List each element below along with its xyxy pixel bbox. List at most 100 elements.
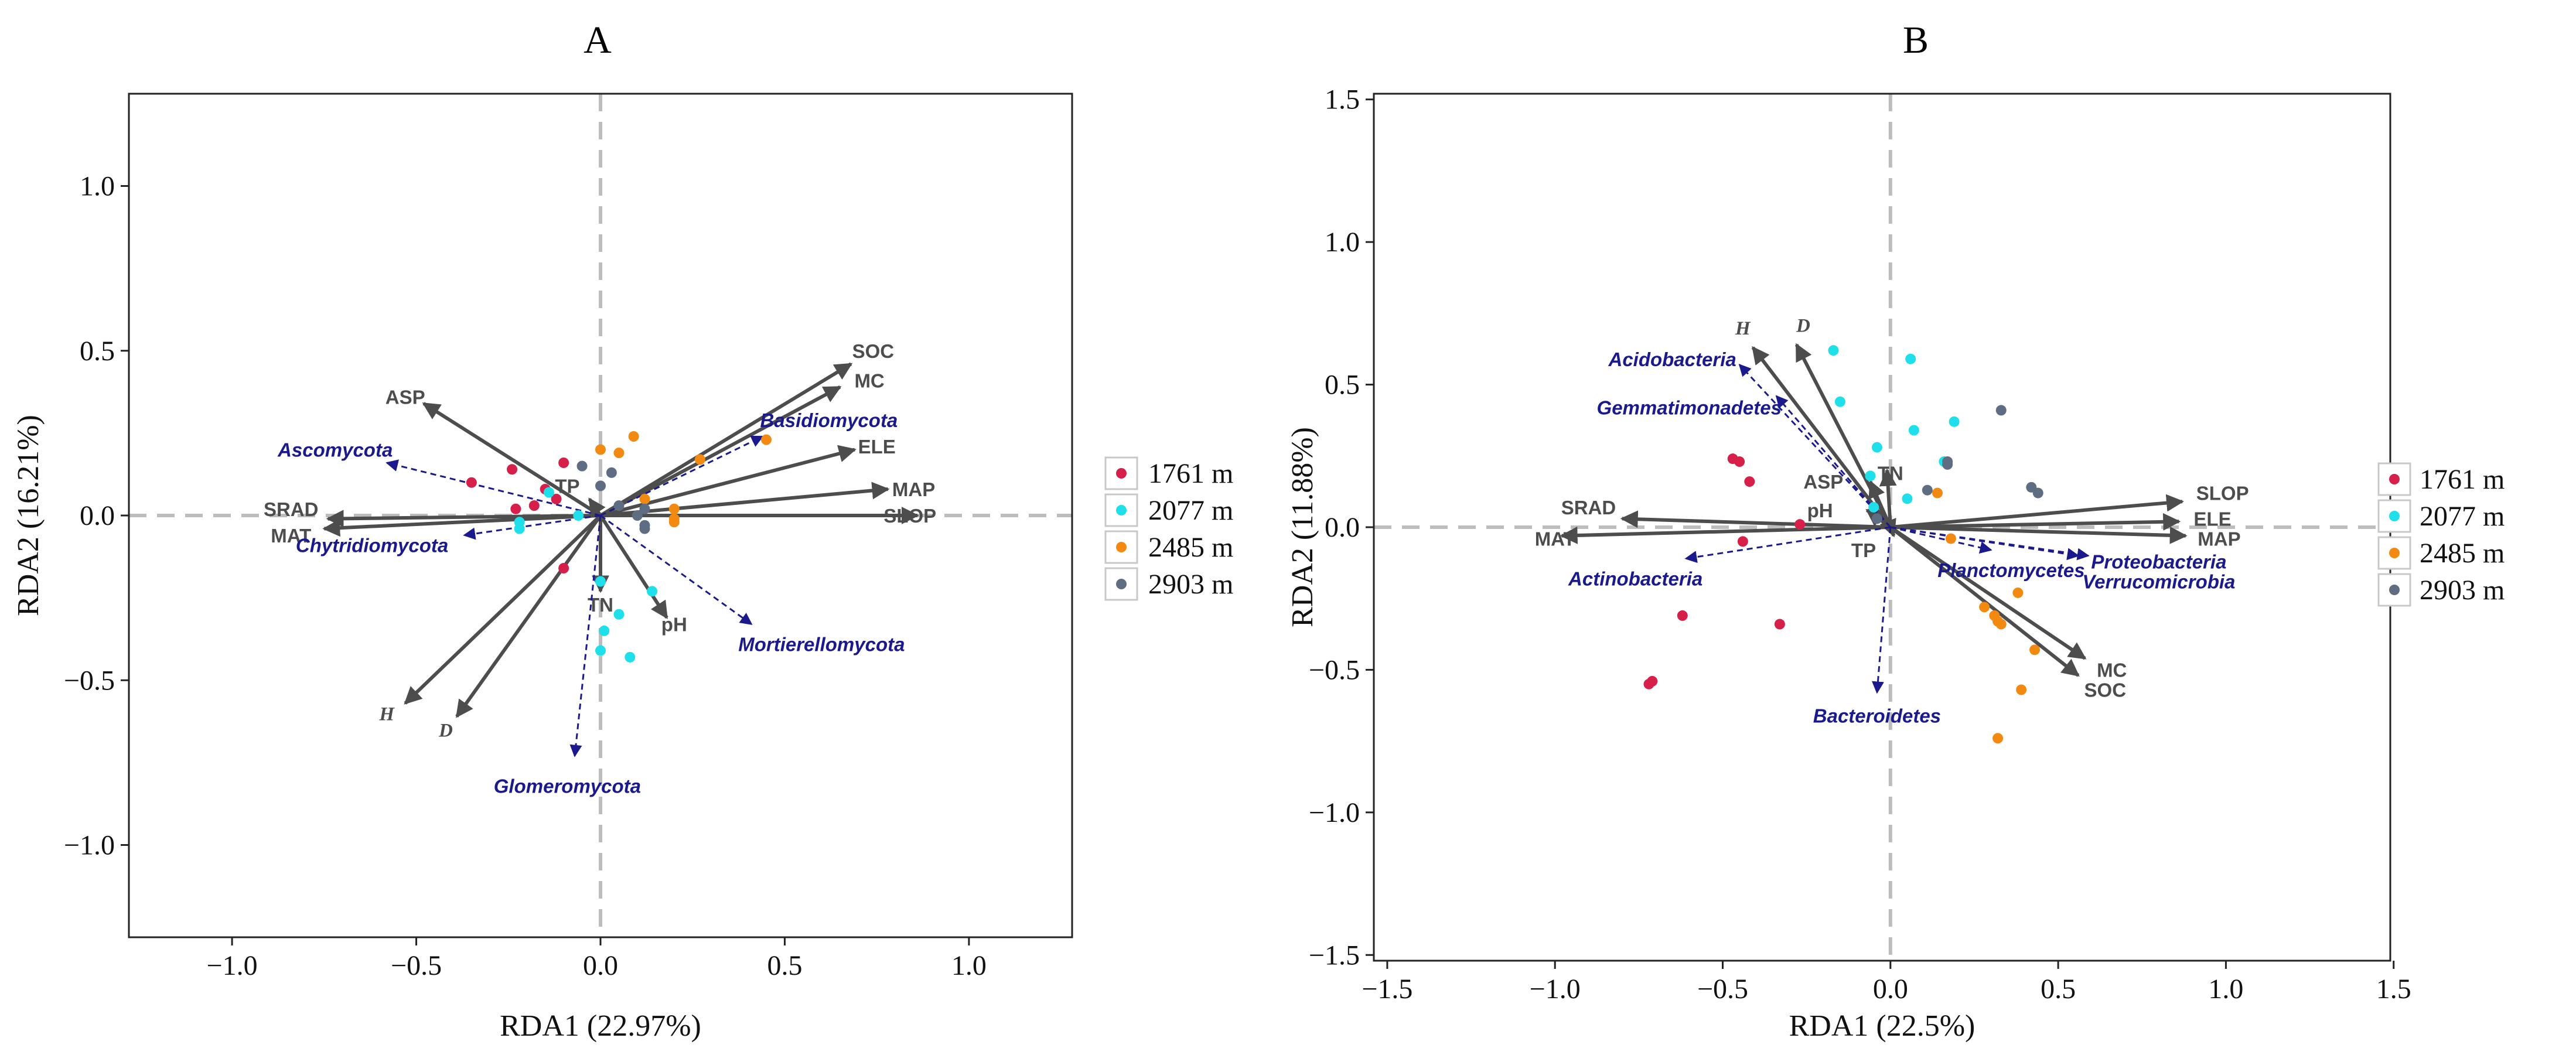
legend-marker-2903-m xyxy=(1116,579,1127,589)
legend-label: 2077 m xyxy=(2420,501,2505,532)
sample-point-1761-m xyxy=(1737,536,1748,547)
legend-key xyxy=(1104,456,1138,490)
legend-marker-1761-m xyxy=(2389,474,2400,484)
y-tick-label: 0.5 xyxy=(1325,370,1360,401)
x-tick-label: 1.0 xyxy=(951,950,987,981)
y-tick-label: 1.0 xyxy=(80,171,115,202)
sample-point-1761-m xyxy=(1744,476,1755,487)
env-label-d: D xyxy=(438,721,453,742)
y-tick-label: −0.5 xyxy=(64,665,115,696)
sample-point-2485-m xyxy=(595,444,606,455)
env-label-slop: SLOP xyxy=(2196,483,2249,504)
env-arrow-soc xyxy=(599,362,853,517)
env-arrow-ele xyxy=(1890,513,2181,531)
env-arrow-d xyxy=(455,514,602,718)
taxa-arrow-bacteroidetes xyxy=(1871,527,1892,694)
env-label-tp: TP xyxy=(555,475,579,497)
x-tick-label: 1.0 xyxy=(2208,974,2243,1005)
x-tick-label: 0.0 xyxy=(583,950,618,981)
taxa-label-chytridiomycota: Chytridiomycota xyxy=(296,535,448,556)
taxa-arrow-verrucomicrobia xyxy=(1890,526,2080,561)
env-arrow-mat xyxy=(1560,525,1891,544)
sample-point-2485-m xyxy=(2016,684,2027,695)
sample-point-2903-m xyxy=(1871,513,1882,524)
y-tick-label: 1.0 xyxy=(1325,227,1360,258)
taxa-label-proteobacteria: Proteobacteria xyxy=(2091,551,2226,572)
env-label-h: H xyxy=(378,704,395,725)
env-label-h: H xyxy=(1735,318,1751,339)
legend-marker-2485-m xyxy=(2389,548,2400,558)
sample-point-2485-m xyxy=(668,503,680,514)
sample-point-2485-m xyxy=(761,434,772,445)
legend: 1761 m 2077 m 2485 m 2903 m xyxy=(2377,462,2505,607)
sample-point-2077-m xyxy=(1834,396,1845,407)
sample-point-2903-m xyxy=(2032,487,2043,499)
sample-point-1761-m xyxy=(558,457,569,468)
y-tick-label: 0.0 xyxy=(1325,512,1360,543)
sample-point-2077-m xyxy=(1865,470,1876,482)
taxa-label-actinobacteria: Actinobacteria xyxy=(1568,568,1702,590)
sample-point-2903-m xyxy=(639,503,650,514)
env-label-map: MAP xyxy=(892,479,935,500)
env-arrow-asp xyxy=(422,402,602,517)
env-label-tp: TP xyxy=(1851,540,1876,561)
env-label-ph: pH xyxy=(661,614,687,636)
taxa-arrow-gemmatimonadetes xyxy=(1775,395,1891,528)
sample-point-2077-m xyxy=(1908,425,1919,436)
taxa-label-glomeromycota: Glomeromycota xyxy=(494,775,641,797)
x-tick-label: −0.5 xyxy=(1697,974,1748,1005)
legend-label: 2903 m xyxy=(1148,569,1233,600)
env-arrow-mc xyxy=(599,385,842,517)
y-axis-title: RDA2 (11.88%) xyxy=(1286,427,1319,627)
env-label-asp: ASP xyxy=(385,387,425,408)
x-tick-label: 0.5 xyxy=(2041,974,2076,1005)
sample-point-2077-m xyxy=(1902,493,1913,504)
env-label-srad: SRAD xyxy=(1561,497,1616,518)
sample-point-2903-m xyxy=(595,480,606,491)
taxa-label-gemmatimonadetes: Gemmatimonadetes xyxy=(1597,397,1782,419)
sample-point-2485-m xyxy=(668,517,680,528)
x-axis-title: RDA1 (22.5%) xyxy=(1789,1009,1975,1043)
env-arrow-h xyxy=(404,514,602,705)
sample-point-2485-m xyxy=(639,493,650,504)
taxa-arrow-actinobacteria xyxy=(1684,526,1891,564)
env-arrow-tp xyxy=(588,497,606,517)
env-arrow-mat xyxy=(322,514,601,537)
sample-point-2485-m xyxy=(694,454,705,465)
sample-point-1761-m xyxy=(1734,456,1745,467)
sample-point-2485-m xyxy=(1992,733,2004,744)
env-label-ele: ELE xyxy=(858,436,896,457)
legend-label: 2485 m xyxy=(1148,532,1233,563)
env-label-d: D xyxy=(1796,315,1810,336)
sample-point-2903-m xyxy=(606,467,617,478)
legend: 1761 m 2077 m 2485 m 2903 m xyxy=(1104,456,1233,601)
y-tick-label: 1.5 xyxy=(1325,84,1360,115)
sample-point-2077-m xyxy=(543,487,554,498)
env-label-mc: MC xyxy=(2097,659,2127,681)
sample-point-2903-m xyxy=(1942,459,1953,470)
sample-point-1761-m xyxy=(1794,519,1806,530)
sample-point-2485-m xyxy=(628,431,639,442)
env-label-tn: TN xyxy=(1878,463,1903,484)
sample-point-2903-m xyxy=(639,523,650,534)
taxa-label-verrucomicrobia: Verrucomicrobia xyxy=(2082,571,2235,593)
sample-point-1761-m xyxy=(1774,619,1785,630)
env-label-mat: MAT xyxy=(1535,528,1575,549)
legend-label: 2903 m xyxy=(2420,575,2505,606)
y-tick-label: −0.5 xyxy=(1309,654,1360,685)
x-tick-label: 1.5 xyxy=(2376,974,2411,1005)
env-label-ele: ELE xyxy=(2193,508,2231,530)
sample-point-1761-m xyxy=(466,477,477,488)
legend-marker-1761-m xyxy=(1116,468,1127,479)
y-axis-title: RDA2 (16.21%) xyxy=(12,415,45,616)
env-arrow-map xyxy=(1890,525,2188,544)
sample-point-2077-m xyxy=(647,586,658,597)
env-label-mat: MAT xyxy=(271,525,311,547)
taxa-label-bacteroidetes: Bacteroidetes xyxy=(1813,705,1941,726)
y-tick-label: 0.5 xyxy=(80,336,115,367)
taxa-arrow-ascomycota xyxy=(385,459,601,517)
x-tick-label: −1.0 xyxy=(1530,974,1581,1005)
env-label-srad: SRAD xyxy=(264,499,319,520)
sample-point-2077-m xyxy=(1868,501,1879,513)
